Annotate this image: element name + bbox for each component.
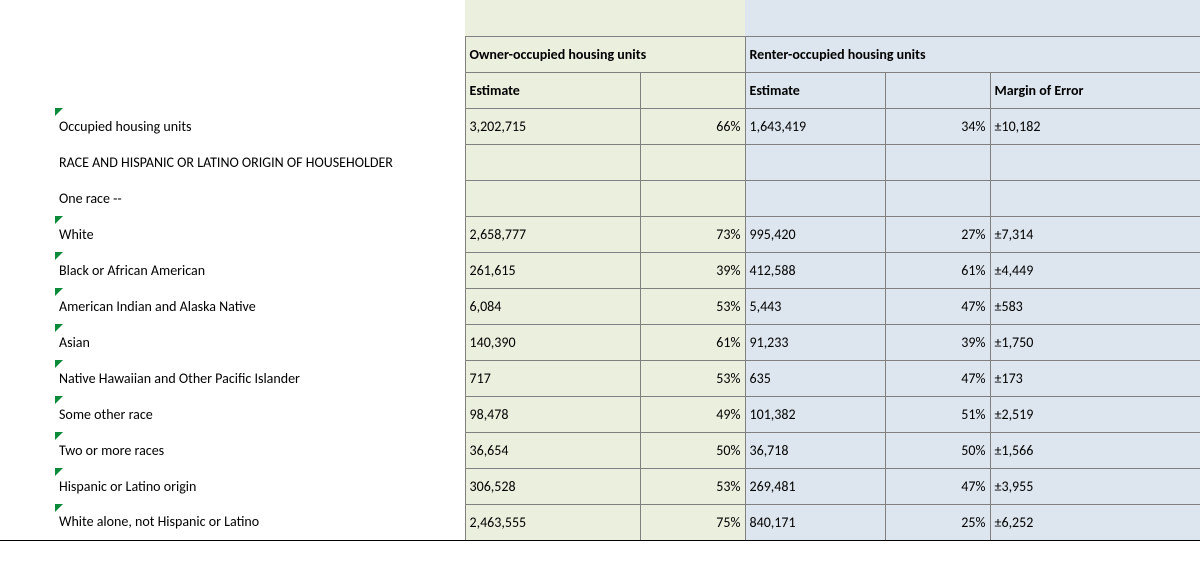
margin-of-error: ±6,252: [990, 504, 1200, 540]
renter-pct: 61%: [885, 252, 990, 288]
row-label: RACE AND HISPANIC OR LATINO ORIGIN OF HO…: [55, 144, 465, 180]
owner-group-header: Owner-occupied housing units: [465, 36, 745, 72]
row-nhpi: Native Hawaiian and Other Pacific Island…: [0, 360, 1200, 396]
renter-estimate: 995,420: [745, 216, 885, 252]
row-label: White alone, not Hispanic or Latino: [55, 504, 465, 540]
renter-estimate: 36,718: [745, 432, 885, 468]
owner-estimate: 2,658,777: [465, 216, 640, 252]
spreadsheet-region: Owner-occupied housing units Renter-occu…: [0, 0, 1200, 566]
group-header-row: Owner-occupied housing units Renter-occu…: [0, 36, 1200, 72]
owner-pct: 73%: [640, 216, 745, 252]
row-label: Native Hawaiian and Other Pacific Island…: [55, 360, 465, 396]
owner-pct: 53%: [640, 360, 745, 396]
table-row: [0, 0, 1200, 36]
owner-pct: 75%: [640, 504, 745, 540]
row-black: Black or African American 261,615 39% 41…: [0, 252, 1200, 288]
row-label: White: [55, 216, 465, 252]
renter-pct: 47%: [885, 468, 990, 504]
row-hispanic: Hispanic or Latino origin 306,528 53% 26…: [0, 468, 1200, 504]
renter-estimate: 91,233: [745, 324, 885, 360]
owner-pct: 61%: [640, 324, 745, 360]
sub-header-row: Estimate Estimate Margin of Error: [0, 72, 1200, 108]
margin-of-error-header: Margin of Error: [990, 72, 1200, 108]
owner-estimate: 306,528: [465, 468, 640, 504]
renter-estimate: 5,443: [745, 288, 885, 324]
owner-pct: 49%: [640, 396, 745, 432]
row-white: White 2,658,777 73% 995,420 27% ±7,314: [0, 216, 1200, 252]
owner-pct: 53%: [640, 468, 745, 504]
owner-estimate: 140,390: [465, 324, 640, 360]
owner-pct: 53%: [640, 288, 745, 324]
renter-pct: 51%: [885, 396, 990, 432]
row-two-plus: Two or more races 36,654 50% 36,718 50% …: [0, 432, 1200, 468]
renter-estimate: 101,382: [745, 396, 885, 432]
renter-estimate: 269,481: [745, 468, 885, 504]
renter-pct: 27%: [885, 216, 990, 252]
row-label: Occupied housing units: [55, 108, 465, 144]
renter-pct: 50%: [885, 432, 990, 468]
owner-estimate: 717: [465, 360, 640, 396]
margin-of-error: ±4,449: [990, 252, 1200, 288]
owner-pct-header: [640, 72, 745, 108]
margin-of-error: ±173: [990, 360, 1200, 396]
row-label: Black or African American: [55, 252, 465, 288]
housing-table: Owner-occupied housing units Renter-occu…: [0, 0, 1200, 541]
row-other-race: Some other race 98,478 49% 101,382 51% ±…: [0, 396, 1200, 432]
renter-pct-header: [885, 72, 990, 108]
row-label: Two or more races: [55, 432, 465, 468]
row-one-race: One race --: [0, 180, 1200, 216]
renter-estimate-header: Estimate: [745, 72, 885, 108]
margin-of-error: ±1,566: [990, 432, 1200, 468]
row-label: One race --: [55, 180, 465, 216]
renter-estimate: 1,643,419: [745, 108, 885, 144]
row-white-nh: White alone, not Hispanic or Latino 2,46…: [0, 504, 1200, 540]
owner-pct: 50%: [640, 432, 745, 468]
renter-group-header: Renter-occupied housing units: [745, 36, 1200, 72]
owner-pct: 39%: [640, 252, 745, 288]
margin-of-error: ±583: [990, 288, 1200, 324]
row-label: American Indian and Alaska Native: [55, 288, 465, 324]
owner-estimate-header: Estimate: [465, 72, 640, 108]
owner-estimate: 261,615: [465, 252, 640, 288]
row-label: Some other race: [55, 396, 465, 432]
row-label: Hispanic or Latino origin: [55, 468, 465, 504]
row-asian: Asian 140,390 61% 91,233 39% ±1,750: [0, 324, 1200, 360]
owner-estimate: 6,084: [465, 288, 640, 324]
row-race-section: RACE AND HISPANIC OR LATINO ORIGIN OF HO…: [0, 144, 1200, 180]
owner-estimate: 3,202,715: [465, 108, 640, 144]
owner-estimate: 98,478: [465, 396, 640, 432]
owner-estimate: 36,654: [465, 432, 640, 468]
row-label: Asian: [55, 324, 465, 360]
row-occupied: Occupied housing units 3,202,715 66% 1,6…: [0, 108, 1200, 144]
margin-of-error: ±3,955: [990, 468, 1200, 504]
renter-pct: 39%: [885, 324, 990, 360]
row-aian: American Indian and Alaska Native 6,084 …: [0, 288, 1200, 324]
renter-estimate: 635: [745, 360, 885, 396]
renter-pct: 25%: [885, 504, 990, 540]
owner-pct: 66%: [640, 108, 745, 144]
renter-estimate: 412,588: [745, 252, 885, 288]
owner-estimate: 2,463,555: [465, 504, 640, 540]
renter-pct: 47%: [885, 360, 990, 396]
margin-of-error: ±7,314: [990, 216, 1200, 252]
margin-of-error: ±1,750: [990, 324, 1200, 360]
margin-of-error: ±10,182: [990, 108, 1200, 144]
renter-pct: 47%: [885, 288, 990, 324]
renter-pct: 34%: [885, 108, 990, 144]
renter-estimate: 840,171: [745, 504, 885, 540]
margin-of-error: ±2,519: [990, 396, 1200, 432]
